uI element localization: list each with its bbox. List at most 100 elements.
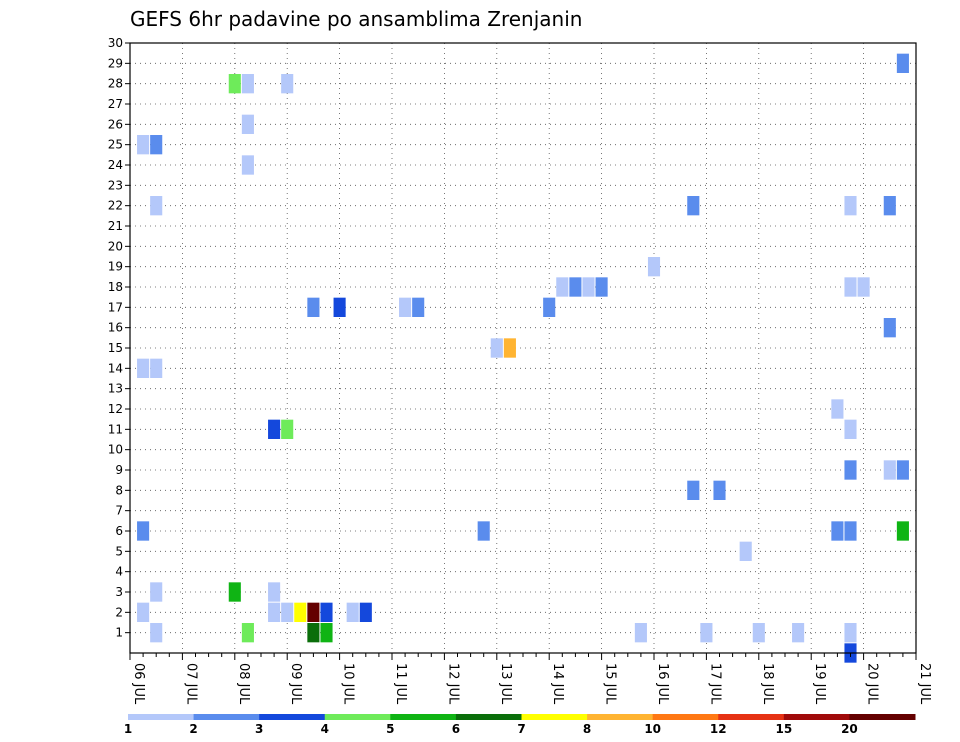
x-tick-label: 13 JUL — [498, 663, 513, 705]
ensemble-cell — [752, 623, 765, 643]
y-tick-label: 24 — [108, 158, 123, 172]
ensemble-cell — [307, 602, 320, 622]
ensemble-cell — [556, 277, 569, 297]
ensemble-cell — [241, 74, 254, 94]
x-tick-label: 06 JUL — [131, 663, 146, 705]
legend-label: 10 — [644, 722, 661, 736]
ensemble-cell — [844, 623, 857, 643]
ensemble-cell — [399, 297, 412, 317]
ensemble-cell — [844, 277, 857, 297]
y-tick-label: 21 — [108, 219, 123, 233]
ensemble-cell — [412, 297, 425, 317]
ensemble-cell — [241, 155, 254, 175]
y-tick-label: 19 — [108, 260, 123, 274]
ensemble-cell — [150, 582, 163, 602]
ensemble-cell — [137, 358, 150, 378]
ensemble-cell — [857, 277, 870, 297]
ensemble-cell — [883, 318, 896, 338]
y-tick-label: 7 — [115, 504, 123, 518]
y-tick-label: 8 — [115, 483, 123, 497]
ensemble-cell — [150, 623, 163, 643]
ensemble-cell — [687, 196, 700, 216]
y-tick-label: 1 — [115, 626, 123, 640]
y-tick-label: 3 — [115, 585, 123, 599]
legend-swatch — [718, 714, 785, 720]
ensemble-cell — [281, 74, 294, 94]
ensemble-cell — [307, 623, 320, 643]
x-tick-label: 11 JUL — [393, 663, 408, 705]
legend-label: 6 — [452, 722, 460, 736]
y-tick-label: 16 — [108, 321, 123, 335]
ensemble-cell — [844, 460, 857, 480]
ensemble-cell — [503, 338, 516, 358]
y-tick-label: 6 — [115, 524, 123, 538]
ensemble-cell — [333, 297, 346, 317]
legend-label: 1 — [124, 722, 132, 736]
y-tick-label: 27 — [108, 97, 123, 111]
ensemble-cell — [228, 74, 241, 94]
y-tick-label: 13 — [108, 382, 123, 396]
ensemble-cell — [320, 602, 333, 622]
y-tick-label: 22 — [108, 199, 123, 213]
x-axis-ticks: 06 JUL 07 JUL 08 JUL 09 JUL 10 JUL 11 JUL 12 J… — [129, 653, 932, 705]
legend-label: 8 — [583, 722, 591, 736]
y-tick-label: 18 — [108, 280, 123, 294]
x-tick-label: 15 JUL — [603, 663, 618, 705]
ensemble-cell — [543, 297, 556, 317]
ensemble-cell — [490, 338, 503, 358]
ensemble-cell — [294, 602, 307, 622]
y-tick-label: 29 — [108, 56, 123, 70]
y-tick-label: 10 — [108, 443, 123, 457]
x-tick-label: 14 JUL — [550, 663, 565, 705]
ensemble-cell — [844, 521, 857, 541]
legend-label: 7 — [517, 722, 525, 736]
legend-label: 5 — [386, 722, 394, 736]
ensemble-cell — [150, 135, 163, 155]
ensemble-cell — [241, 623, 254, 643]
ensemble-cell — [883, 196, 896, 216]
ensemble-cell — [883, 460, 896, 480]
legend-swatch — [128, 714, 195, 720]
ensemble-cell — [582, 277, 595, 297]
legend-swatch — [783, 714, 850, 720]
ensemble-cell — [150, 196, 163, 216]
y-tick-label: 26 — [108, 117, 123, 131]
ensemble-cell — [844, 419, 857, 439]
ensemble-cell — [320, 623, 333, 643]
y-tick-label: 14 — [108, 361, 123, 375]
x-tick-label: 17 JUL — [707, 663, 722, 705]
y-tick-label: 17 — [108, 300, 123, 314]
legend-swatch — [193, 714, 260, 720]
legend-swatch — [652, 714, 719, 720]
ensemble-cell — [713, 480, 726, 500]
y-tick-label: 2 — [115, 605, 123, 619]
plot-frame — [129, 42, 917, 654]
y-tick-label: 12 — [108, 402, 123, 416]
ensemble-cell — [281, 602, 294, 622]
y-tick-label: 11 — [108, 422, 123, 436]
y-tick-label: 5 — [115, 544, 123, 558]
ensemble-cell — [268, 582, 281, 602]
y-tick-label: 15 — [108, 341, 123, 355]
x-tick-label: 21 JUL — [917, 663, 932, 705]
y-tick-label: 20 — [108, 239, 123, 253]
legend-swatch — [587, 714, 654, 720]
legend-label: 2 — [189, 722, 197, 736]
x-tick-label: 08 JUL — [236, 663, 251, 705]
legend-label: 4 — [321, 722, 329, 736]
ensemble-cell — [228, 582, 241, 602]
ensemble-cell — [268, 602, 281, 622]
ensemble-cell — [150, 358, 163, 378]
ensemble-cell — [281, 419, 294, 439]
ensemble-cell — [792, 623, 805, 643]
ensemble-cell — [896, 460, 909, 480]
ensemble-cell — [137, 521, 150, 541]
ensemble-cell — [844, 196, 857, 216]
legend-swatch — [849, 714, 916, 720]
color-legend: 1 2 3 4 5 6 7 8 10 12 15 20 — [124, 714, 916, 736]
x-tick-label: 09 JUL — [288, 663, 303, 705]
ensemble-cell — [647, 257, 661, 277]
ensemble-cell — [569, 277, 582, 297]
x-tick-label: 18 JUL — [760, 663, 775, 705]
